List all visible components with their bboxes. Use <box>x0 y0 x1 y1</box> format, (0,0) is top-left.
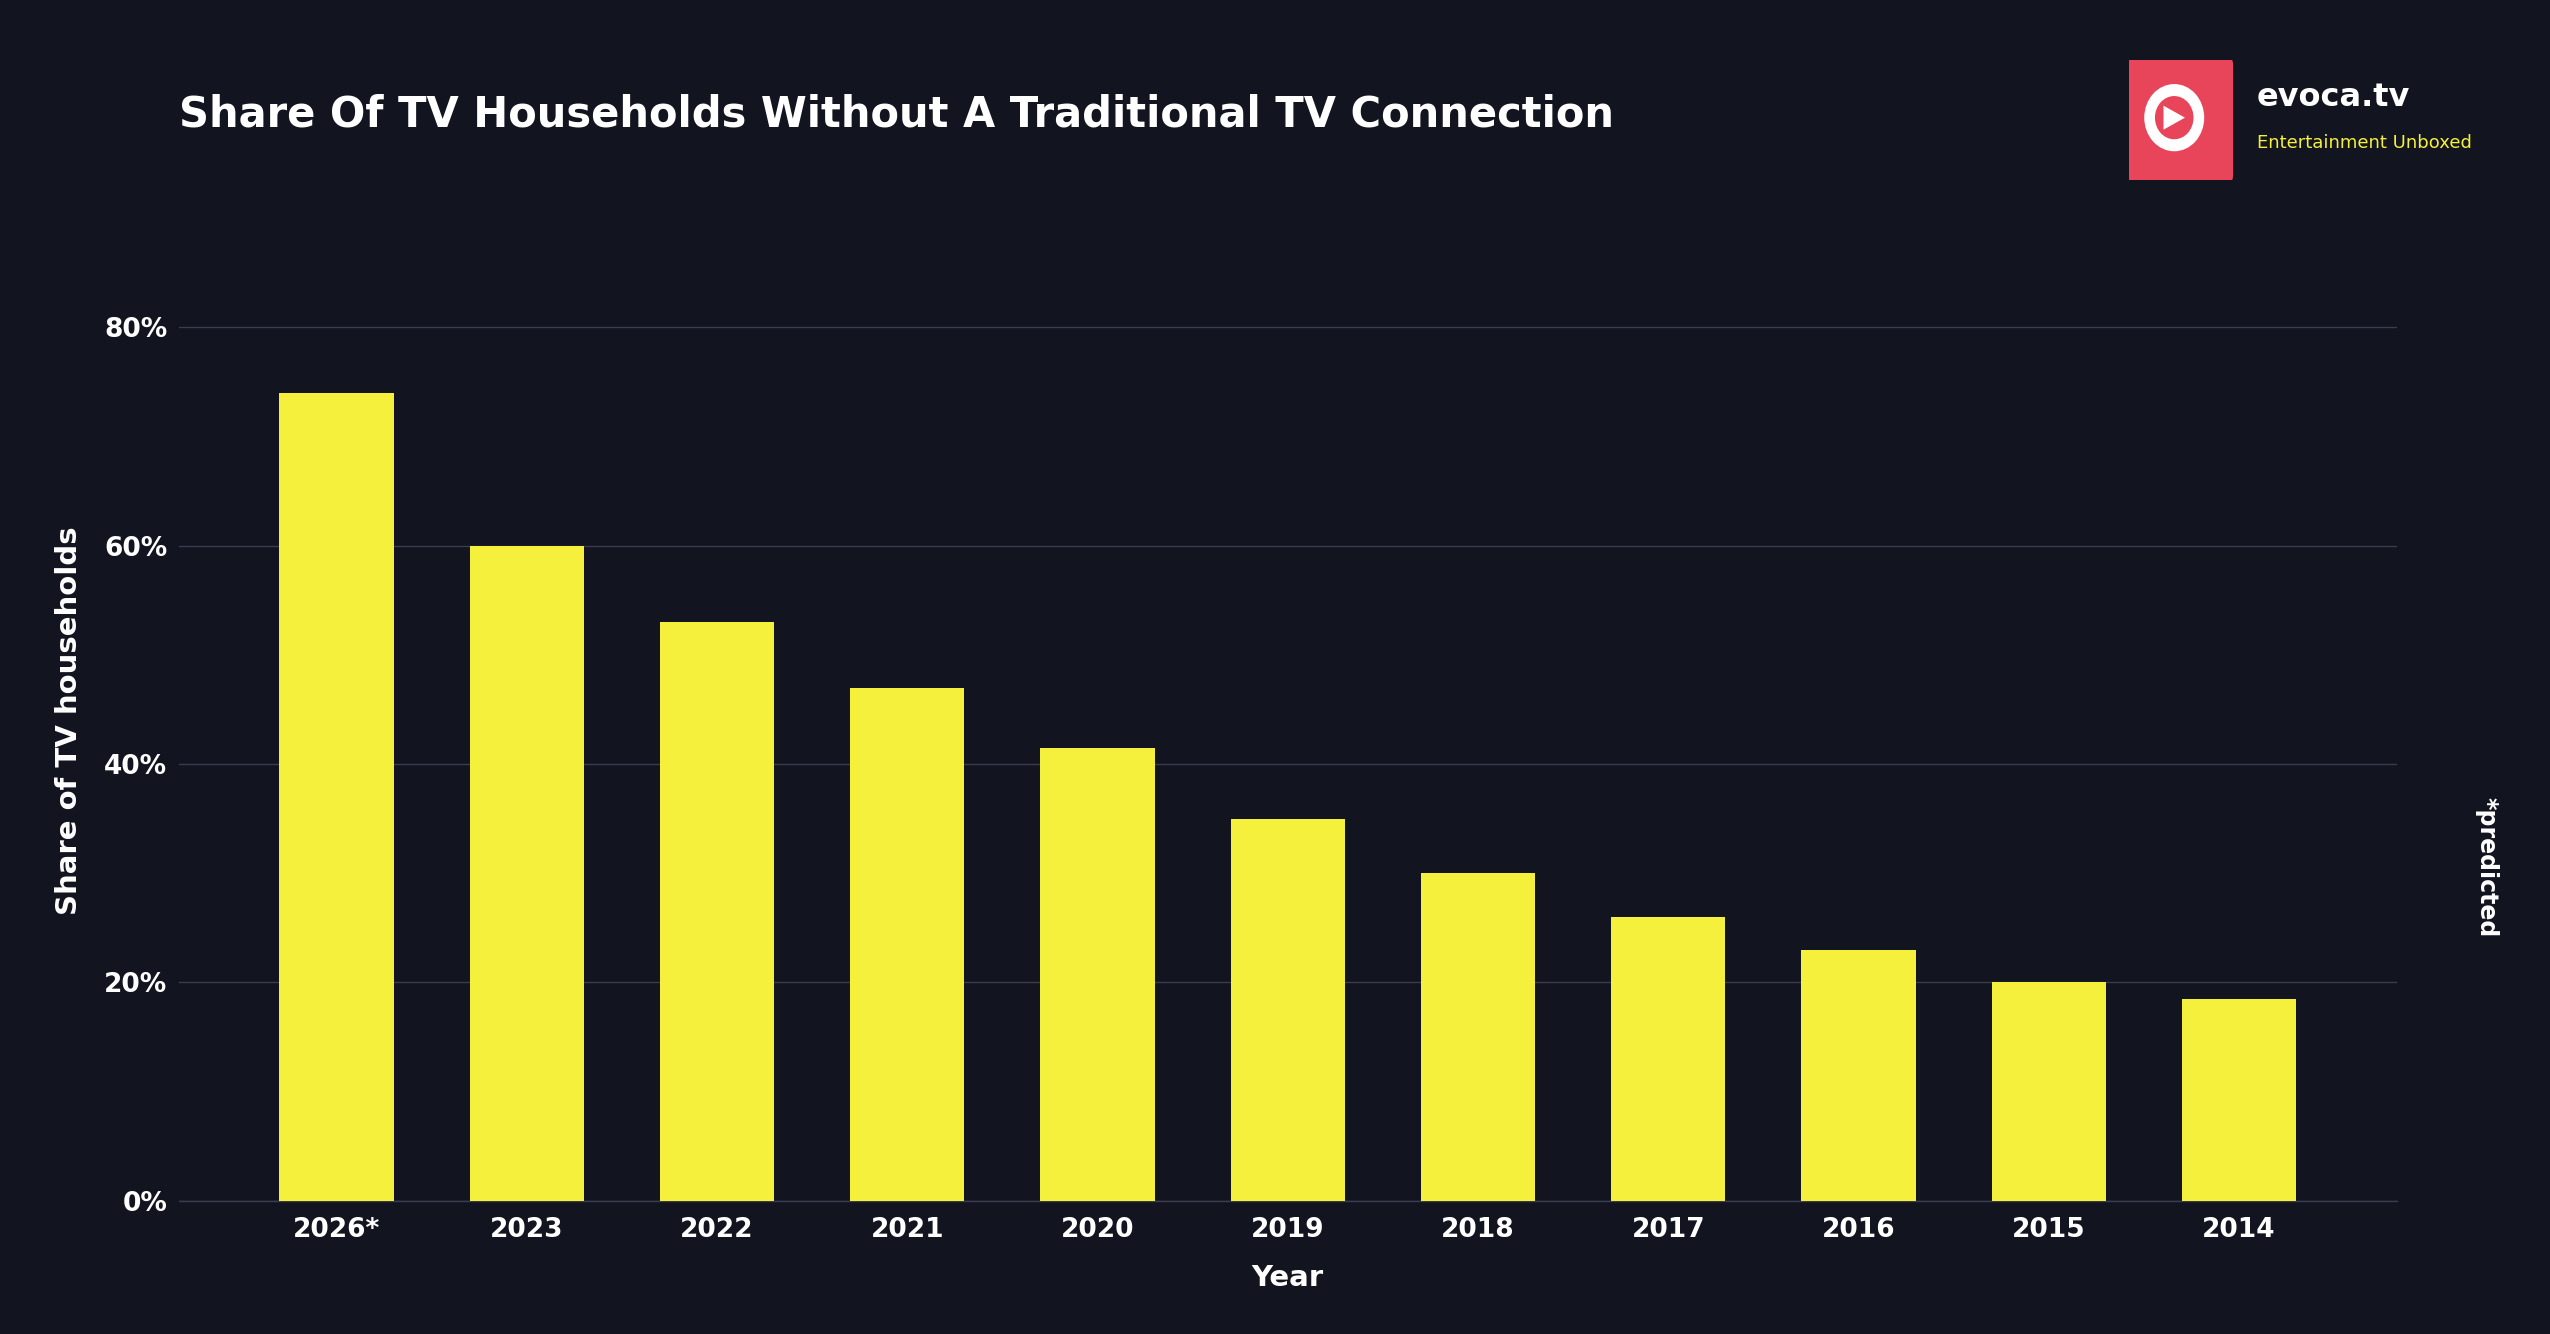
Text: *predicted: *predicted <box>2474 796 2499 938</box>
Bar <box>1420 874 1535 1201</box>
Circle shape <box>2155 96 2193 139</box>
Bar <box>280 394 393 1201</box>
Polygon shape <box>2162 105 2185 129</box>
Bar <box>2183 999 2295 1201</box>
Bar <box>1800 950 1915 1201</box>
Bar <box>469 546 584 1201</box>
Bar <box>849 687 964 1201</box>
Text: Entertainment Unboxed: Entertainment Unboxed <box>2257 135 2471 152</box>
Text: Share Of TV Households Without A Traditional TV Connection: Share Of TV Households Without A Traditi… <box>179 93 1614 135</box>
X-axis label: Year: Year <box>1252 1265 1323 1293</box>
FancyBboxPatch shape <box>2122 52 2234 188</box>
Circle shape <box>2145 84 2203 151</box>
Bar <box>1232 819 1344 1201</box>
Bar <box>1992 982 2106 1201</box>
Y-axis label: Share of TV households: Share of TV households <box>56 526 84 915</box>
Bar <box>1612 916 1726 1201</box>
Text: evoca.tv: evoca.tv <box>2257 81 2410 112</box>
Bar <box>660 622 775 1201</box>
Bar <box>1040 747 1155 1201</box>
